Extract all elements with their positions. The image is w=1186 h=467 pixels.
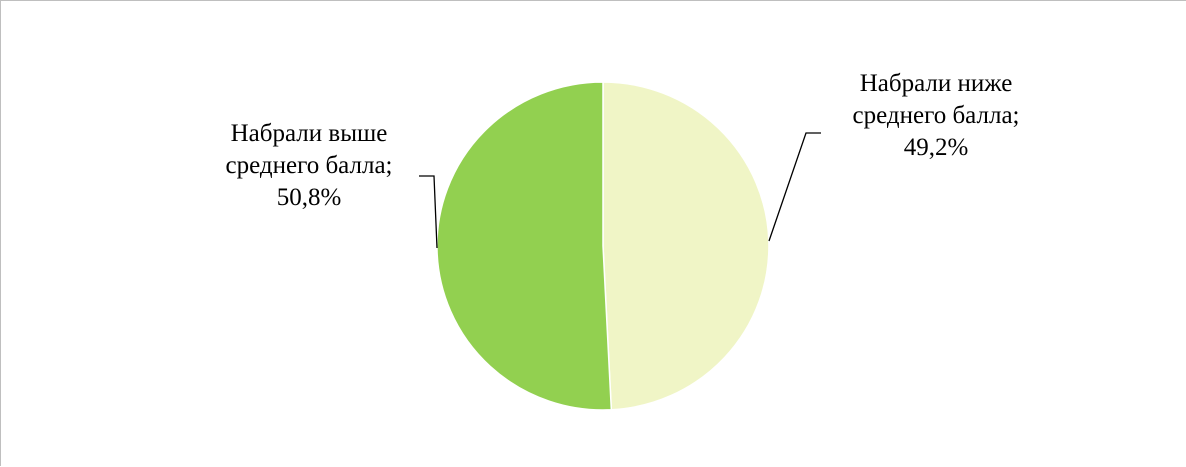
data-label-text-line: Набрали ниже	[860, 70, 1013, 97]
pie-slice-1	[602, 81, 770, 411]
data-label-text-line: среднего балла;	[853, 102, 1020, 129]
data-label-1: Набрали ниже среднего балла; 49,2%	[853, 70, 1020, 161]
data-label-2: Набрали выше среднего балла; 50,8%	[226, 120, 393, 211]
leader-line-1	[768, 132, 821, 242]
data-label-text-line: Набрали выше	[231, 120, 388, 147]
data-label-text-line: среднего балла;	[226, 152, 393, 179]
leader-line-2	[419, 175, 438, 249]
data-label-percent: 50,8%	[277, 184, 342, 211]
pie-slice-2	[436, 81, 613, 411]
data-label-percent: 49,2%	[904, 134, 969, 161]
